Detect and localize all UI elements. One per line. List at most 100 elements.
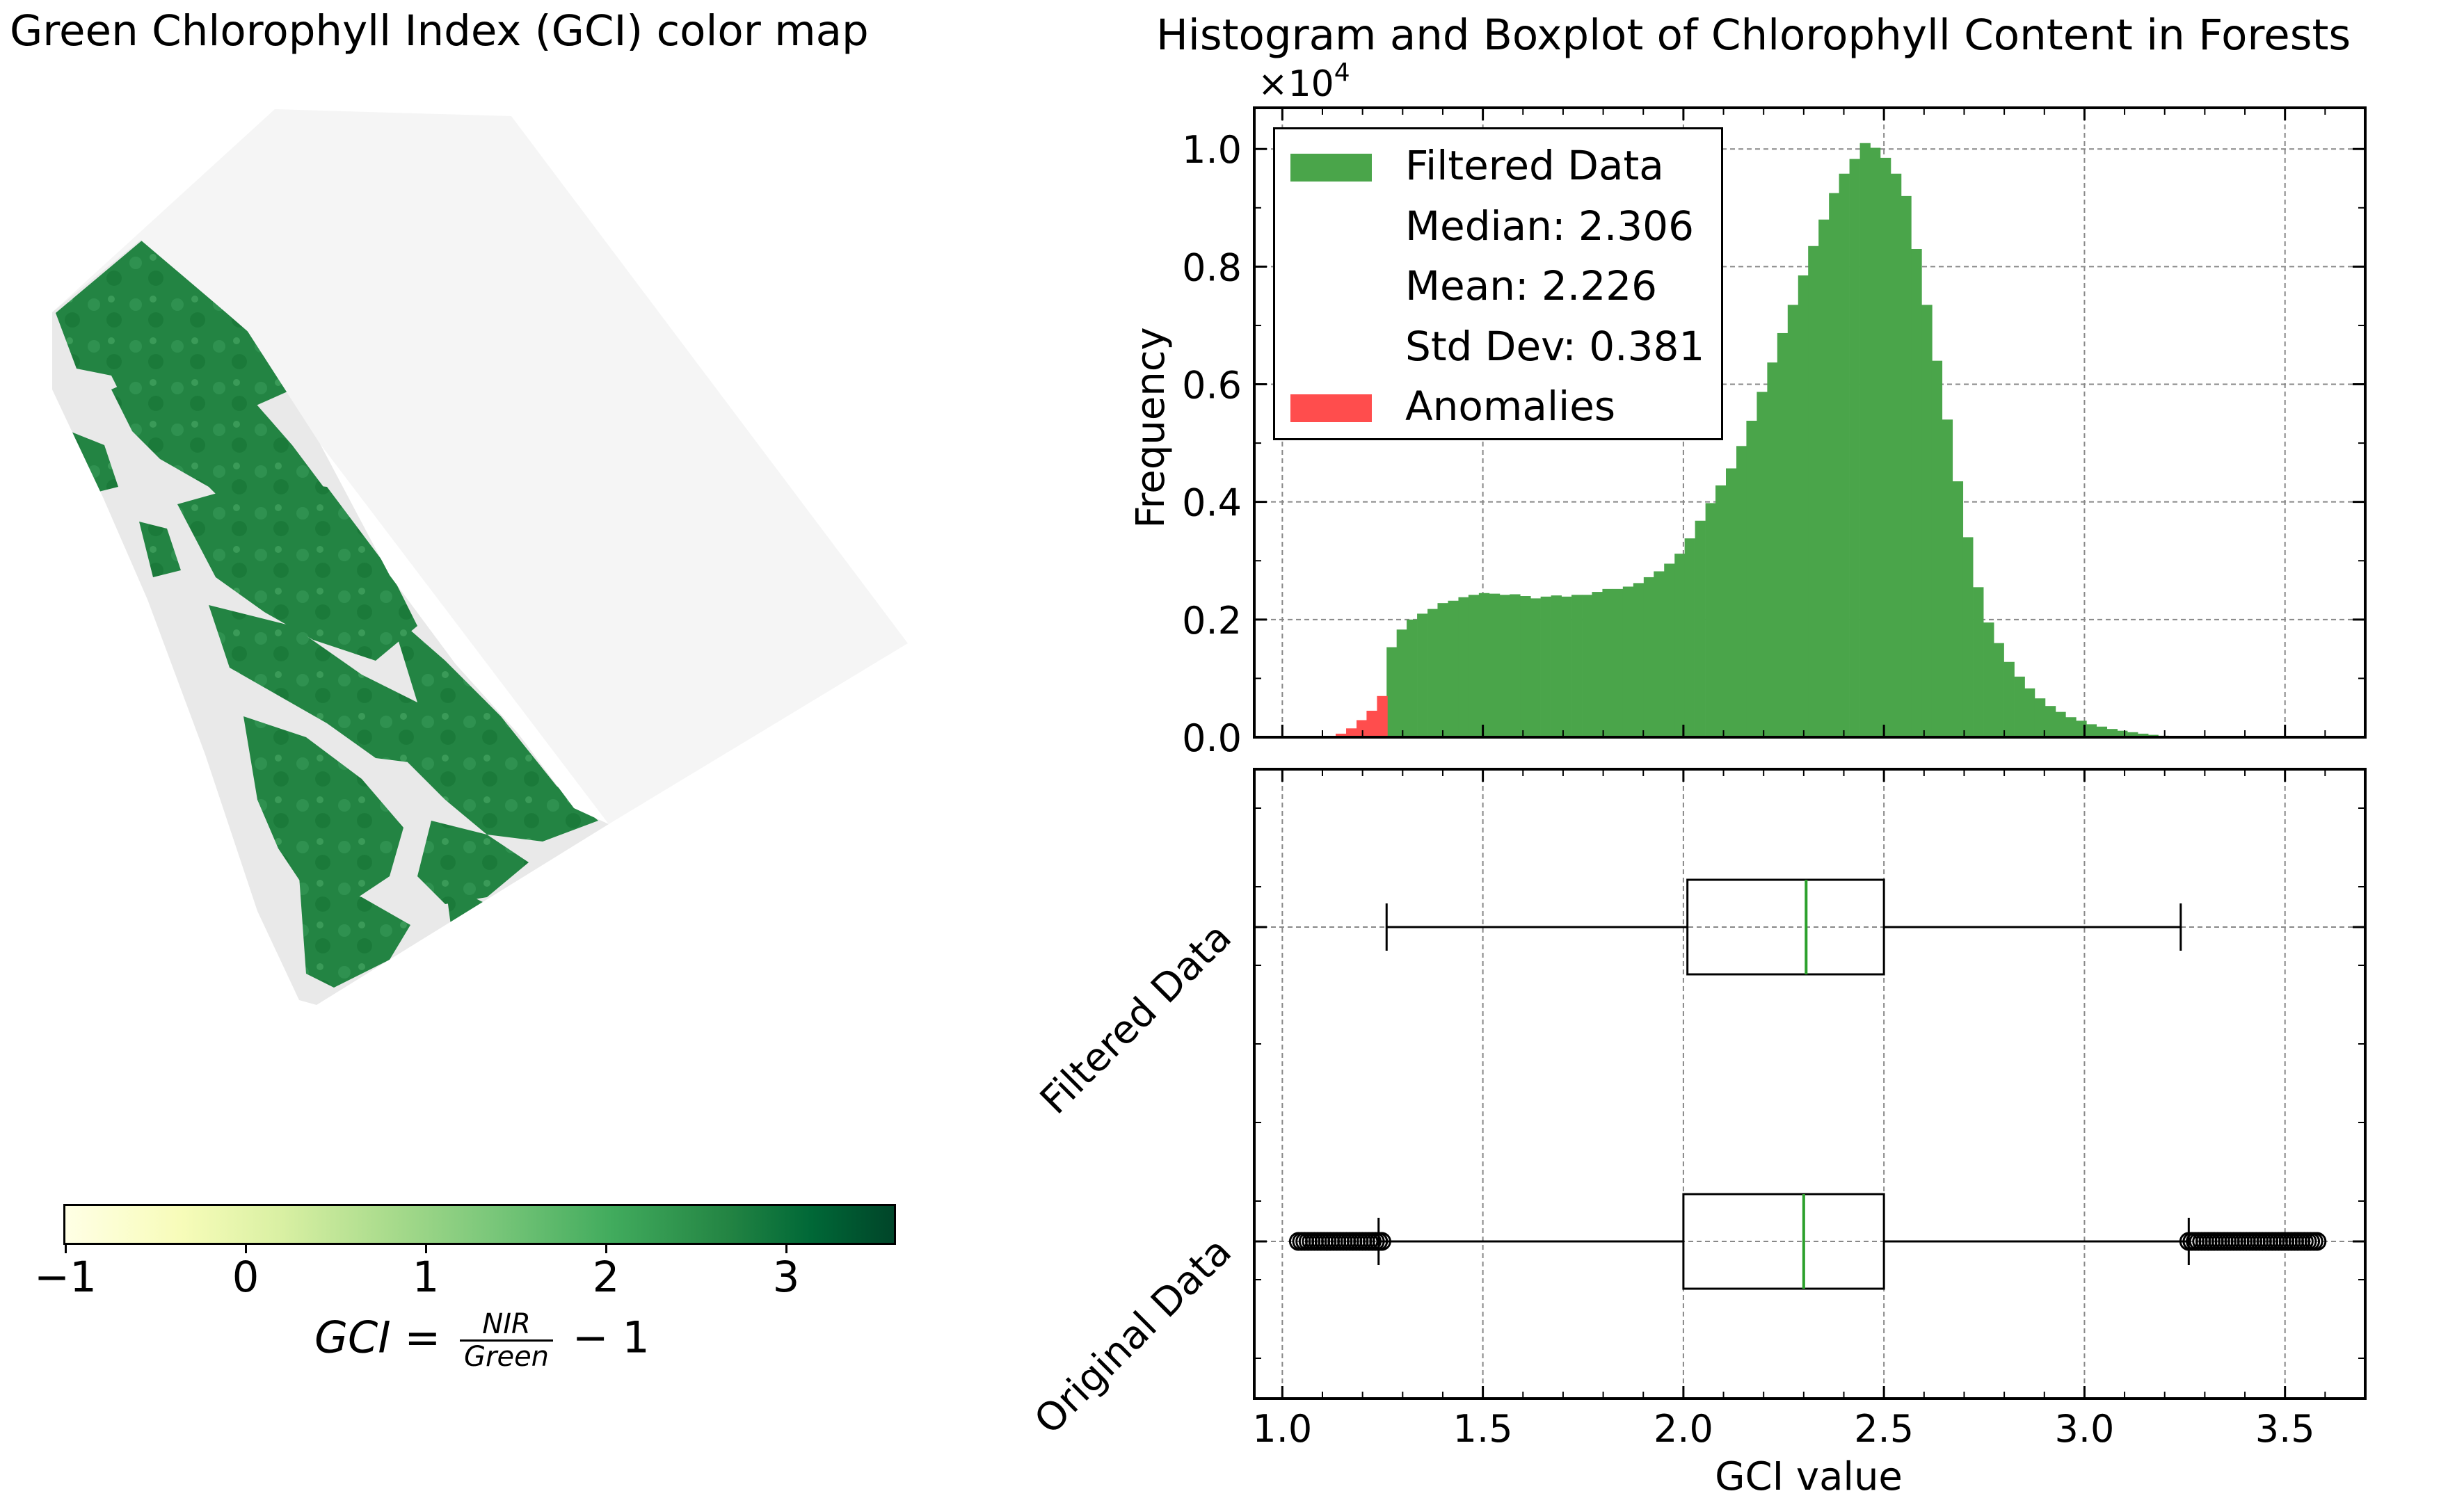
histogram-bar: [1478, 593, 1490, 737]
histogram-bar: [1407, 619, 1418, 737]
histogram-bar: [1777, 332, 1789, 738]
anomaly-bar: [1357, 720, 1368, 737]
histogram-bar: [1787, 305, 1799, 737]
histogram-bar: [1530, 598, 1541, 737]
colorbar-tick-label: 3: [772, 1253, 800, 1302]
anomaly-bar: [1366, 710, 1377, 737]
histogram-bar: [1571, 595, 1583, 737]
colorbar-tick-label: 1: [412, 1253, 440, 1302]
histogram-bar: [2003, 661, 2015, 737]
histogram-bar: [2106, 729, 2118, 737]
boxplot-marks: [1288, 878, 2327, 1290]
map-background: [52, 109, 908, 824]
histogram-bar: [1829, 193, 1840, 737]
histogram-bar: [2138, 733, 2149, 737]
legend: Filtered Data Median: 2.306 Mean: 2.226 …: [1273, 127, 1723, 440]
histogram-bar: [1540, 596, 1551, 737]
histogram-y-tick-label: 0.0: [1182, 716, 1242, 760]
boxplot-grid: [1254, 769, 2365, 1399]
histogram-bar: [1417, 613, 1428, 737]
histogram-y-tick-label: 0.2: [1182, 599, 1242, 643]
histogram-bar: [2117, 730, 2128, 737]
histogram-ticks: 0.0 0.2 0.4 0.6 0.8 1.0: [1182, 108, 2365, 760]
histogram-bar: [2127, 732, 2138, 737]
y-axis-label: Frequency: [1128, 327, 1174, 528]
histogram-bar: [1448, 600, 1459, 737]
histogram-bar: [1613, 588, 1624, 737]
x-tick-label: 2.5: [1854, 1407, 1914, 1451]
histogram-bar: [1664, 563, 1675, 737]
formula-fraction: NIR Green: [460, 1309, 554, 1372]
histogram-bar: [1684, 538, 1695, 737]
map-title: Green Chlorophyll Index (GCI) color map: [10, 6, 869, 56]
histogram-bar: [1818, 219, 1830, 737]
colorbar: [63, 1204, 896, 1245]
colorbar-tick: [65, 1244, 67, 1253]
histogram-bar: [1654, 571, 1665, 737]
box-iqr: [1686, 878, 1885, 976]
y-scale-label: ×104: [1258, 58, 1350, 105]
histogram-bar: [1715, 485, 1727, 737]
histogram-bar: [1489, 593, 1501, 737]
x-tick-label: 1.0: [1252, 1407, 1312, 1451]
colorbar-tick: [245, 1244, 247, 1253]
histogram-bar: [1973, 587, 1984, 737]
histogram-bar: [1551, 595, 1562, 737]
colorbar-tick: [605, 1244, 607, 1253]
anomaly-bar: [1336, 733, 1347, 737]
histogram-bar: [1849, 159, 1860, 737]
histogram-bar: [1808, 246, 1819, 737]
histogram-bar: [1726, 468, 1737, 737]
histogram-bar: [1952, 481, 1964, 737]
x-tick-label: 3.0: [2054, 1407, 2114, 1451]
histogram-bar: [1561, 596, 1572, 737]
histogram-bar: [1736, 446, 1747, 737]
legend-label-anomalies: Anomalies: [1405, 383, 1616, 430]
histogram-bar: [1695, 520, 1706, 737]
boxplot-ticks: 1.0 1.5 2.0 2.5 3.0 3.5 Filtered Data Original …: [1026, 769, 2365, 1451]
histogram-bar: [1396, 629, 1407, 737]
histogram-bar: [2024, 688, 2035, 737]
chart-title: Histogram and Boxplot of Chlorophyll Con…: [1156, 10, 2351, 60]
histogram-bar: [1757, 392, 1768, 737]
legend-label-filtered: Filtered Data: [1405, 142, 1664, 189]
histogram-bar: [1592, 592, 1603, 737]
histogram-bar: [1767, 362, 1778, 737]
histogram-bar: [2065, 717, 2077, 737]
colorbar-tick-label: −1: [34, 1253, 97, 1302]
x-axis-label: GCI value: [1715, 1454, 1903, 1499]
histogram-bar: [1901, 195, 1912, 738]
histogram-bar: [1499, 595, 1510, 737]
histogram-bar: [1705, 503, 1716, 737]
histogram-bar: [1859, 143, 1871, 737]
histogram-bar: [1942, 419, 1953, 737]
gci-map: [52, 109, 908, 1005]
formula-lhs: GCI: [314, 1312, 391, 1363]
histogram-bar: [2034, 698, 2046, 737]
x-tick-label: 2.0: [1654, 1407, 1713, 1451]
boxplot-frame: [1253, 768, 2367, 1400]
legend-label-mean: Mean: 2.226: [1405, 262, 1658, 309]
legend-swatch-anomalies: [1290, 394, 1372, 422]
histogram-bar: [1386, 647, 1398, 737]
histogram-bar: [1983, 622, 1994, 737]
y-category-label: Original Data: [1026, 1229, 1240, 1443]
histogram-bar: [1890, 173, 1902, 737]
histogram-bar: [2096, 726, 2108, 737]
histogram-y-tick-label: 0.4: [1182, 481, 1242, 525]
histogram-bar: [1962, 537, 1974, 737]
histogram-bar: [2086, 724, 2097, 737]
histogram-bar: [2045, 706, 2056, 737]
histogram-bar: [1510, 594, 1521, 737]
histogram-bar: [1921, 305, 1933, 737]
histogram-bar: [1993, 643, 2004, 737]
formula-equals: =: [404, 1312, 441, 1363]
formula-rest: − 1: [572, 1312, 650, 1363]
histogram-frame: [1253, 106, 2367, 739]
histogram-bar: [1798, 275, 1809, 737]
histogram-bar: [1602, 588, 1613, 737]
histogram-bar: [2055, 711, 2066, 737]
gci-formula: GCI = NIR Green − 1: [314, 1309, 650, 1372]
histogram-bar: [1931, 360, 1943, 737]
